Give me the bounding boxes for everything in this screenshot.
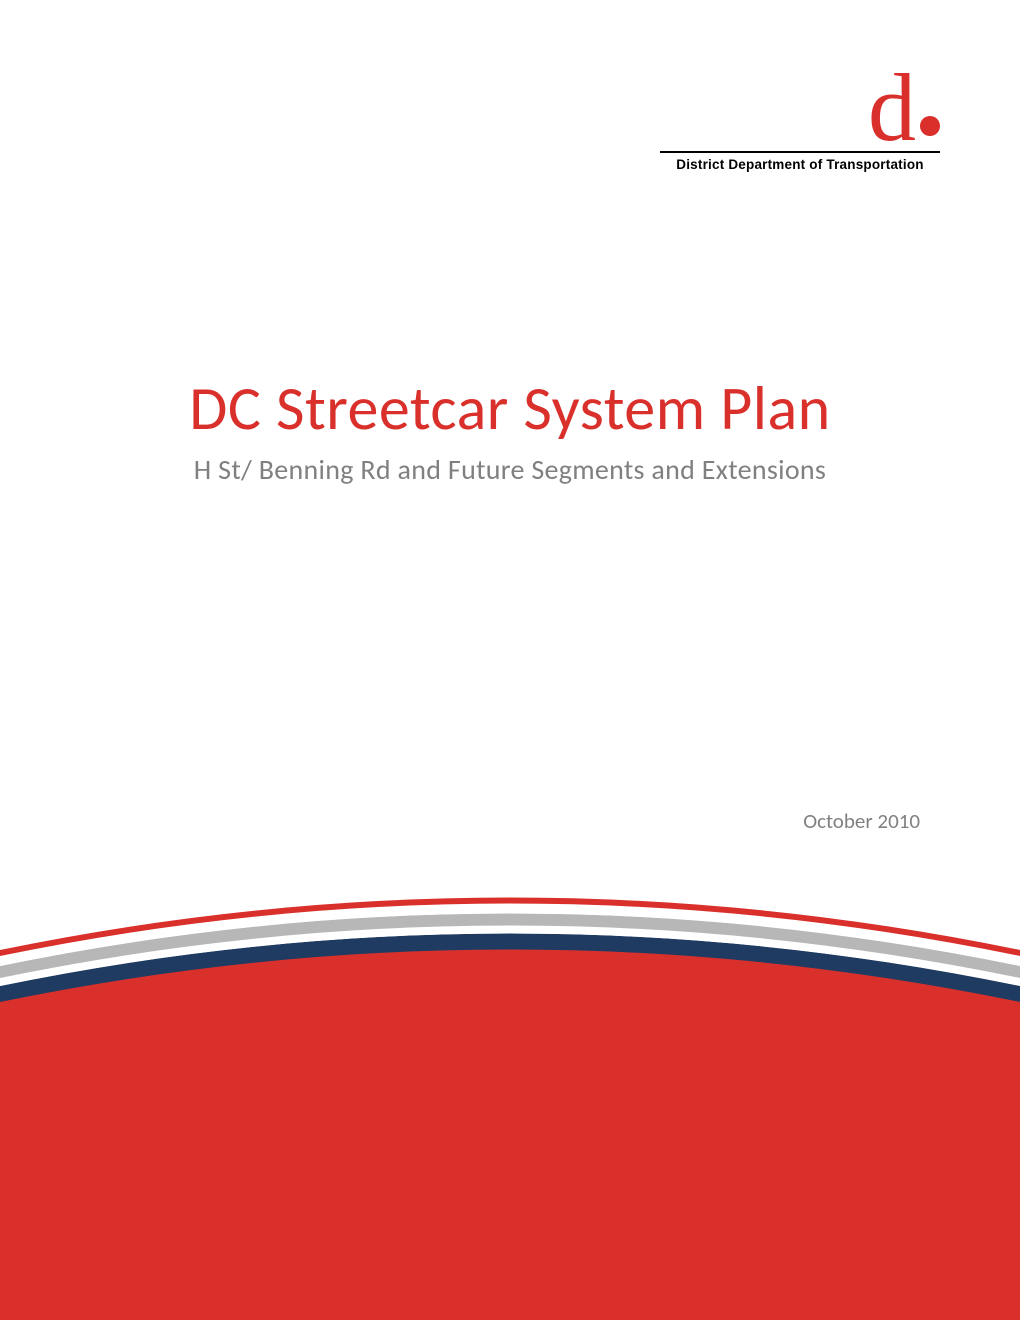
logo-dot-icon: [920, 116, 940, 136]
document-date: October 2010: [803, 808, 920, 834]
swoosh-main-red: [0, 948, 1020, 1320]
document-subtitle: H St/ Benning Rd and Future Segments and…: [60, 452, 960, 487]
logo-letter: d: [868, 70, 914, 147]
document-title: DC Streetcar System Plan: [60, 370, 960, 446]
agency-logo: d District Department of Transportation: [660, 70, 940, 172]
footer-swoosh: [0, 880, 1020, 1320]
logo-mark: d: [660, 70, 940, 147]
cover-page: d District Department of Transportation …: [0, 0, 1020, 1320]
title-block: DC Streetcar System Plan H St/ Benning R…: [0, 370, 1020, 487]
